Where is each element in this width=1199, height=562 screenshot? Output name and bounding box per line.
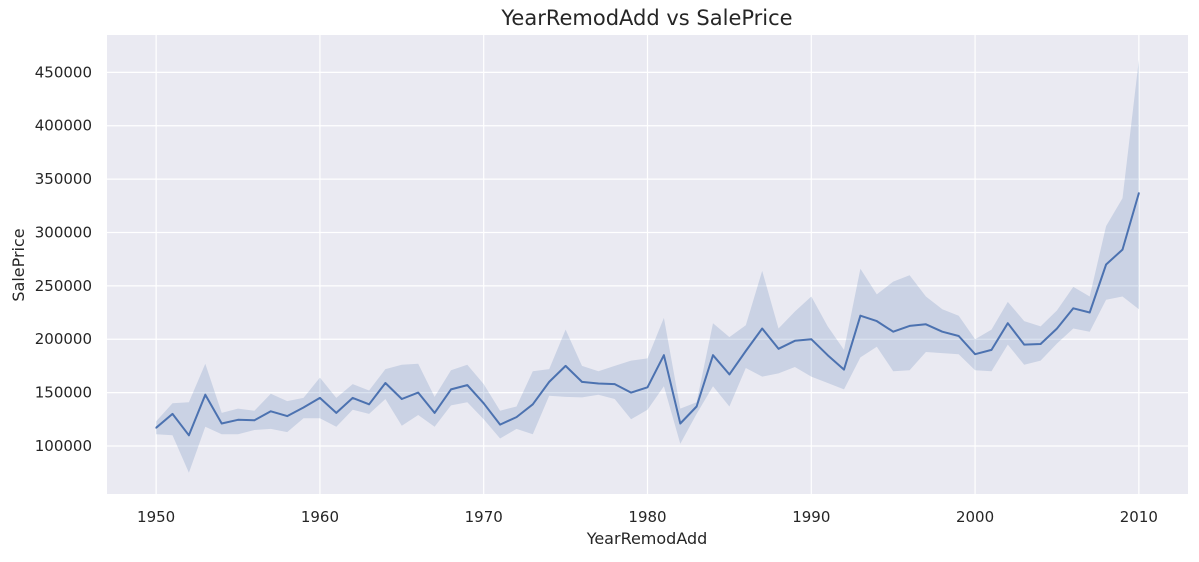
data-point: [1039, 343, 1042, 345]
grid: [107, 35, 1188, 494]
data-point: [581, 381, 583, 383]
data-point: [450, 388, 452, 391]
data-point: [744, 350, 747, 352]
chart-title: YearRemodAdd vs SalePrice: [500, 6, 792, 30]
data-point: [695, 405, 698, 408]
confidence-band: [156, 59, 1139, 473]
data-point: [1088, 311, 1091, 314]
data-point: [401, 398, 403, 400]
data-point: [679, 422, 682, 425]
data-points: [155, 192, 1140, 437]
data-point: [974, 353, 976, 355]
y-axis-title: SalePrice: [9, 228, 28, 301]
data-point: [794, 340, 796, 342]
data-point: [1105, 263, 1107, 266]
x-tick-label: 2010: [1120, 508, 1158, 526]
data-point: [941, 330, 944, 333]
data-point: [1072, 307, 1075, 310]
x-axis-title: YearRemodAdd: [586, 529, 708, 548]
data-point: [351, 397, 354, 399]
y-tick-label: 300000: [35, 223, 92, 241]
data-point: [466, 384, 469, 386]
data-point: [925, 323, 927, 326]
x-tick-label: 1960: [301, 508, 339, 526]
data-point: [220, 422, 223, 425]
data-point: [319, 397, 321, 399]
data-point: [269, 410, 272, 413]
data-point: [335, 412, 338, 414]
data-point: [908, 325, 911, 327]
data-point: [532, 403, 534, 406]
y-tick-label: 100000: [35, 437, 92, 455]
x-tick-label: 1970: [465, 508, 503, 526]
data-point: [892, 330, 894, 333]
data-point: [990, 349, 993, 351]
x-tick-label: 1950: [137, 508, 175, 526]
y-tick-label: 200000: [35, 330, 92, 348]
data-point: [597, 382, 600, 385]
data-point: [646, 386, 649, 389]
data-point: [302, 406, 305, 409]
data-point: [482, 402, 485, 405]
data-point: [548, 381, 551, 383]
data-point: [712, 354, 714, 357]
x-tick-label: 1980: [628, 508, 666, 526]
data-point: [630, 391, 632, 394]
data-point: [286, 415, 288, 417]
data-point: [368, 403, 370, 406]
data-point: [613, 383, 616, 385]
data-point: [663, 354, 665, 357]
x-tick-label: 1990: [792, 508, 830, 526]
y-tick-label: 350000: [35, 170, 92, 188]
data-point: [237, 419, 239, 421]
data-point: [204, 393, 207, 396]
data-point: [777, 348, 780, 350]
data-point: [1138, 192, 1140, 194]
data-point: [1007, 322, 1009, 325]
data-point: [843, 368, 845, 371]
data-point: [171, 413, 174, 415]
data-point: [957, 335, 960, 337]
data-point: [1023, 343, 1026, 346]
data-point: [876, 320, 878, 322]
data-point: [155, 427, 157, 429]
data-point: [433, 412, 436, 414]
data-point: [384, 382, 387, 384]
data-point: [253, 419, 256, 422]
data-point: [188, 434, 190, 437]
data-point: [515, 416, 518, 418]
data-point: [1056, 327, 1058, 330]
data-point: [417, 391, 419, 394]
data-point: [761, 327, 763, 330]
data-point: [810, 338, 813, 341]
y-tick-label: 400000: [35, 117, 92, 135]
y-tick-label: 450000: [35, 63, 92, 81]
y-tick-label: 250000: [35, 277, 92, 295]
tick-labels: 1950 1960 1970 1980 1990 2000 2010 100000 150000…: [35, 63, 1158, 526]
y-tick-label: 150000: [35, 384, 92, 402]
data-point: [728, 373, 731, 376]
data-point: [499, 423, 501, 426]
x-tick-label: 2000: [956, 508, 994, 526]
data-point: [564, 365, 567, 367]
data-point: [826, 354, 829, 357]
data-point: [859, 314, 862, 317]
data-point: [1121, 248, 1124, 251]
